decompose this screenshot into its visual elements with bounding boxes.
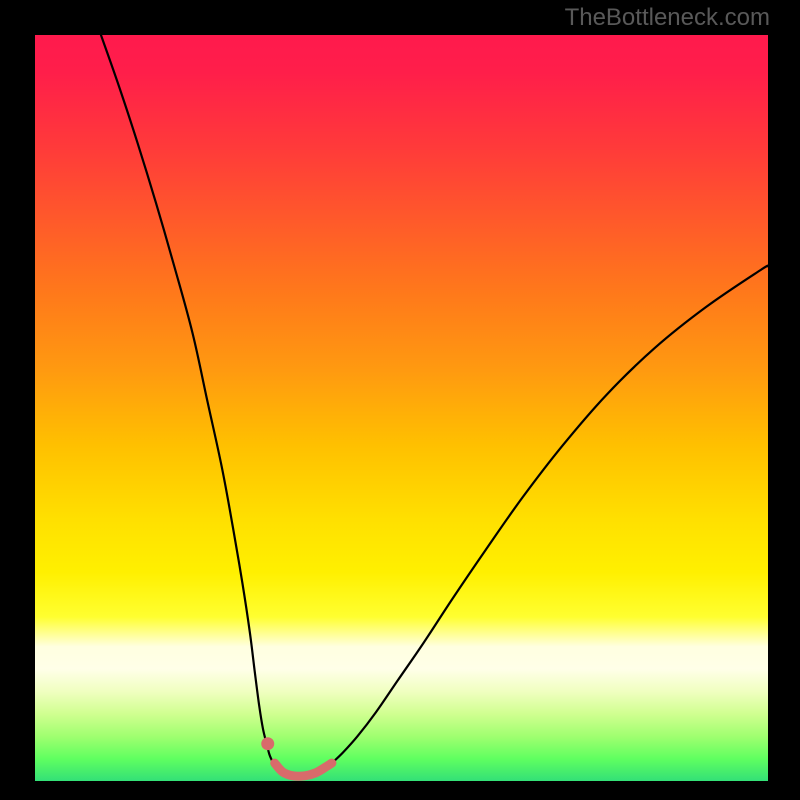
- valley-highlight-dot: [261, 737, 274, 750]
- bottleneck-curve-plot: [0, 0, 800, 800]
- gradient-background: [35, 35, 768, 781]
- watermark-text: TheBottleneck.com: [565, 4, 770, 32]
- chart-canvas: TheBottleneck.com: [0, 0, 800, 800]
